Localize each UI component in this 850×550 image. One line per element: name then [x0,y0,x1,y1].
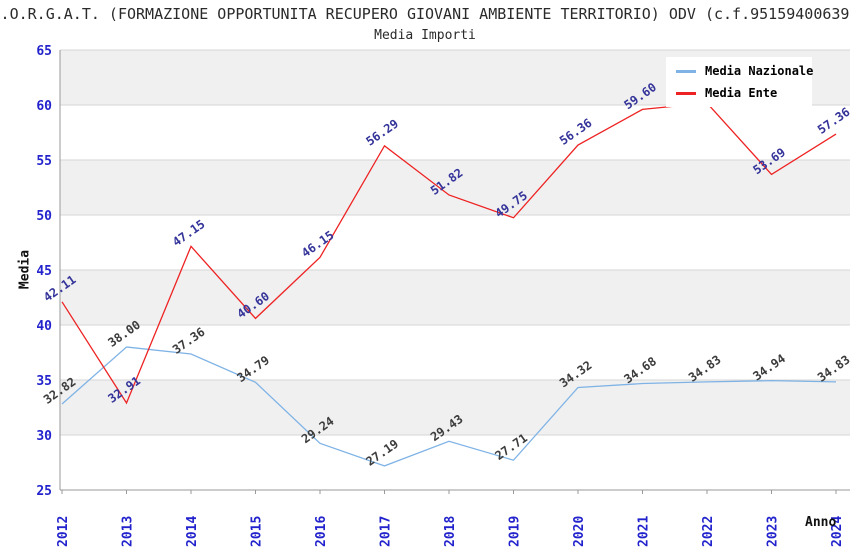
x-tick-label: 2015 [250,516,265,547]
legend-label-media-nazionale: Media Nazionale [705,64,814,78]
plot-band [60,325,850,380]
y-tick-label: 55 [36,154,52,169]
plot-band [60,380,850,435]
media-nazionale-line-swatch-icon [676,69,696,73]
y-tick-label: 30 [36,429,52,444]
chart-subtitle: Media Importi [374,28,476,43]
x-tick-label: 2022 [701,516,716,547]
x-tick-label: 2016 [314,516,329,547]
y-tick-label: 60 [36,99,52,114]
x-tick-label: 2021 [637,516,652,547]
chart-title: F.O.R.G.A.T. (FORMAZIONE OPPORTUNITA REC… [0,5,850,23]
legend: Media Nazionale Media Ente [666,57,814,107]
x-axis-title: Anno [805,515,837,530]
plot-band [60,105,850,160]
plot-band [60,435,850,490]
media-ente-line-swatch-icon [676,91,696,95]
x-tick-label: 2013 [121,516,136,547]
x-tick-label: 2020 [572,516,587,547]
plot-band [60,270,850,325]
x-tick-label: 2017 [379,516,394,547]
x-tick-label: 2019 [508,516,523,547]
legend-label-media-ente: Media Ente [705,86,778,100]
x-tick-label: 2023 [766,516,781,547]
x-tick-label: 2018 [443,516,458,547]
plot-band [60,160,850,215]
y-axis-title: Media [17,249,33,290]
plot-band [60,215,850,270]
y-tick-label: 45 [36,264,52,279]
legend-item-media-nazionale: Media Nazionale [676,64,814,78]
y-tick-label: 25 [36,484,52,499]
y-tick-label: 35 [36,374,52,389]
y-tick-label: 40 [36,319,52,334]
series-line-0 [61,346,837,467]
x-tick-label: 2024 [830,516,845,547]
y-tick-label: 50 [36,209,52,224]
legend-item-media-ente: Media Ente [676,86,812,100]
x-tick-label: 2014 [185,516,200,547]
x-tick-label: 2012 [56,516,71,547]
y-tick-label: 65 [36,44,52,59]
